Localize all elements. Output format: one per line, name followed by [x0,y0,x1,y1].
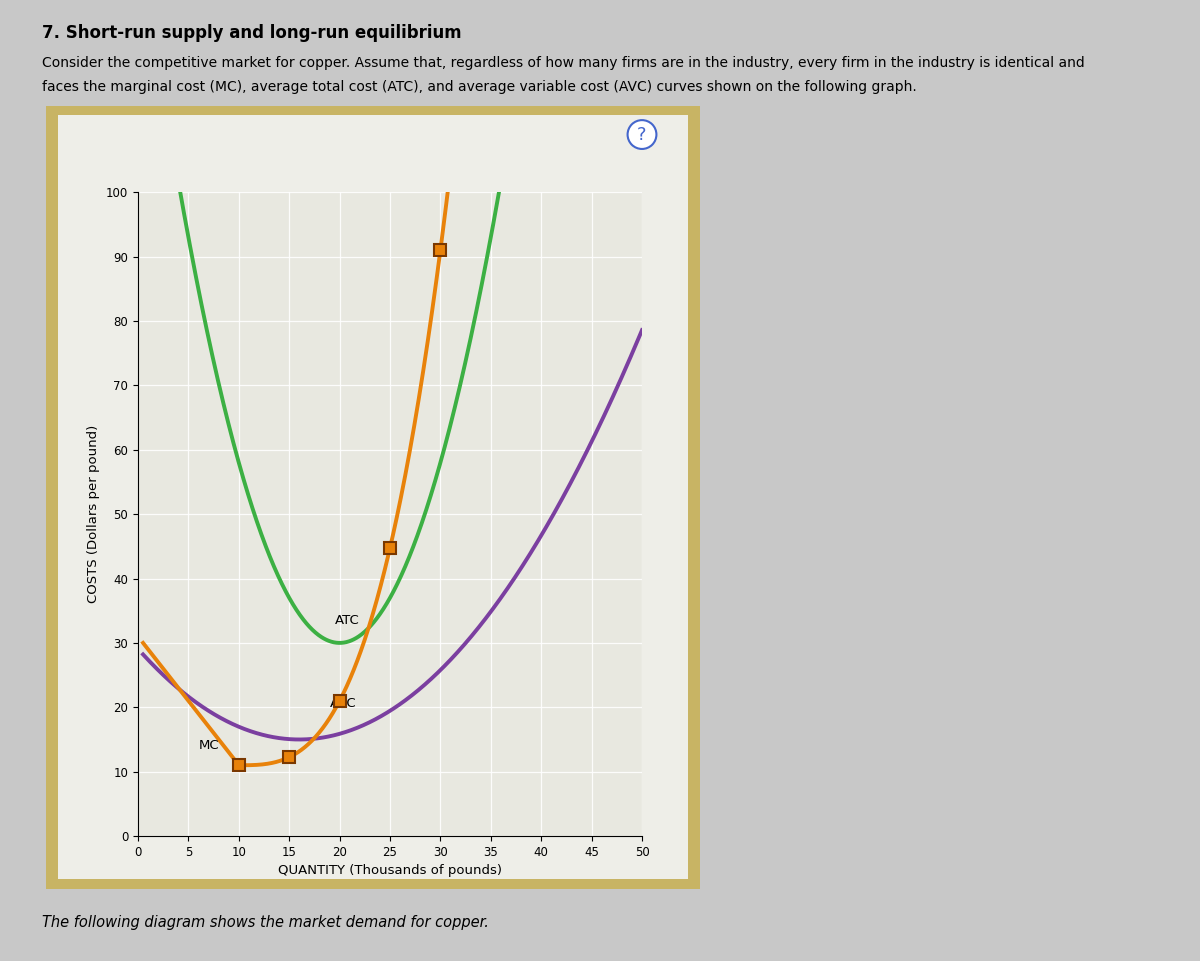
Y-axis label: COSTS (Dollars per pound): COSTS (Dollars per pound) [88,425,101,604]
Text: ATC: ATC [335,613,359,627]
Text: faces the marginal cost (MC), average total cost (ATC), and average variable cos: faces the marginal cost (MC), average to… [42,80,917,94]
Text: 7. Short-run supply and long-run equilibrium: 7. Short-run supply and long-run equilib… [42,24,462,42]
Text: Consider the competitive market for copper. Assume that, regardless of how many : Consider the competitive market for copp… [42,56,1085,70]
X-axis label: QUANTITY (Thousands of pounds): QUANTITY (Thousands of pounds) [278,864,502,877]
Text: The following diagram shows the market demand for copper.: The following diagram shows the market d… [42,915,488,930]
Text: AVC: AVC [330,698,356,710]
Text: ?: ? [637,126,647,143]
Text: MC: MC [198,739,220,752]
